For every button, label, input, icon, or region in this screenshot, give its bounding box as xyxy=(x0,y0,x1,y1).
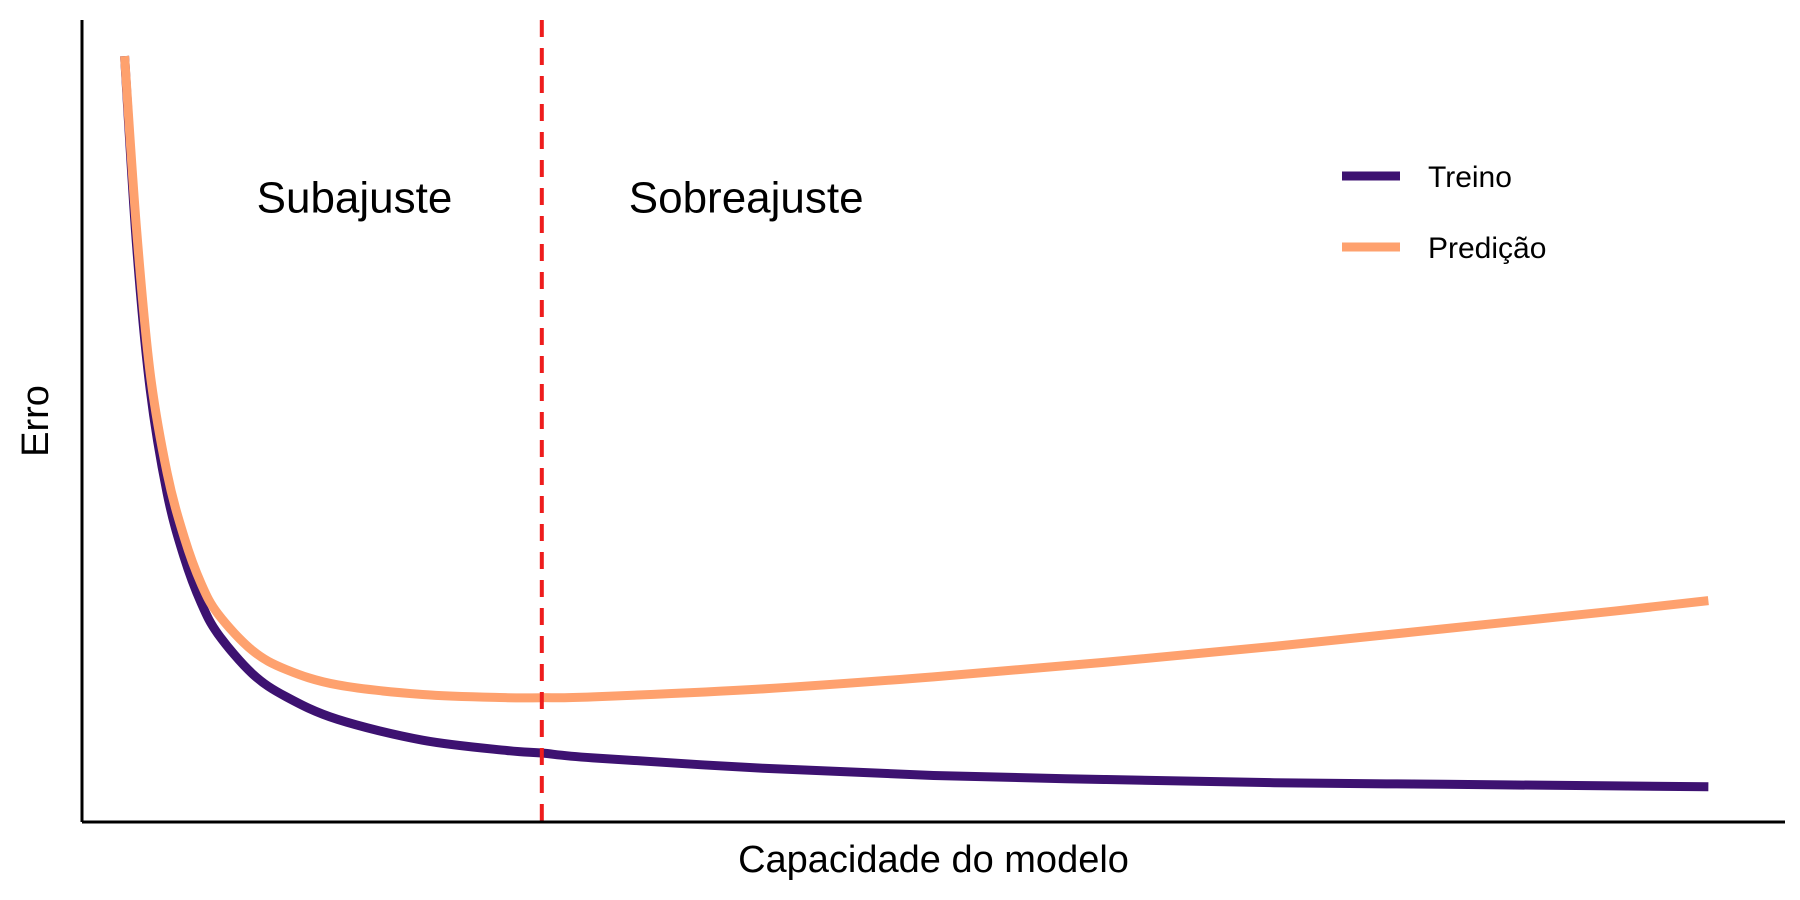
y-axis-label: Erro xyxy=(15,385,57,457)
annotation-sobreajuste: Sobreajuste xyxy=(629,173,864,222)
legend-label-0: Treino xyxy=(1428,161,1512,194)
annotation-subajuste: Subajuste xyxy=(257,173,453,222)
x-axis-label: Capacidade do modelo xyxy=(738,839,1129,881)
legend-label-1: Predição xyxy=(1428,232,1546,265)
plot-area xyxy=(120,20,1709,822)
annotations: Subajuste Sobreajuste xyxy=(257,173,864,222)
legend: Treino Predição xyxy=(1342,161,1546,265)
series-line-prediopredicao xyxy=(120,55,1709,703)
